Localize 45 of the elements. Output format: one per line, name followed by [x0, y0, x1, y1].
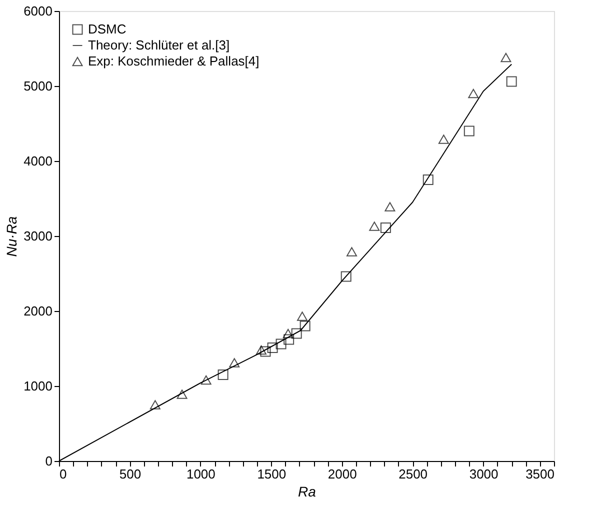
y-tick-label: 1000	[24, 378, 52, 394]
point	[297, 312, 308, 321]
point	[267, 342, 278, 353]
point	[218, 370, 228, 380]
point	[468, 88, 479, 98]
x-tick-label: 2500	[398, 466, 428, 482]
point	[369, 222, 380, 231]
legend-label: Theory: Schlüter et al.[3]	[88, 38, 230, 52]
legend-label: Exp: Koschmieder & Pallas[4]	[88, 54, 260, 68]
y-tick-label: 4000	[24, 154, 52, 168]
y-tick-label: 2000	[24, 304, 52, 318]
point	[256, 345, 266, 355]
point	[150, 400, 160, 410]
point	[506, 76, 517, 87]
x-tick-label: 1000	[186, 466, 216, 482]
point	[276, 338, 286, 350]
x-tick-label: 500	[119, 466, 142, 482]
point	[340, 271, 352, 282]
y-tick-label: 5000	[24, 78, 52, 94]
y-tick-label: 0	[45, 454, 52, 468]
point	[464, 126, 474, 136]
point	[384, 202, 396, 212]
point	[500, 52, 512, 62]
point	[284, 334, 294, 345]
x-tick-label: 2000	[328, 466, 357, 482]
x-tick-label: 0	[60, 466, 67, 482]
point	[438, 134, 449, 144]
y-axis-title: Nu·Ra	[4, 216, 20, 257]
x-tick-label: 3500	[526, 466, 554, 482]
point	[422, 174, 434, 185]
legend-label: DSMC	[88, 22, 126, 36]
point	[300, 320, 310, 332]
point	[346, 247, 357, 256]
y-tick-label: 3000	[24, 228, 52, 244]
x-axis-title: Ra	[298, 484, 316, 500]
point	[291, 328, 302, 339]
point	[176, 390, 188, 399]
point	[380, 222, 391, 233]
y-tick-label: 6000	[24, 4, 52, 18]
x-tick-label: 1500	[257, 466, 286, 482]
x-tick-label: 3000	[469, 466, 498, 482]
point	[282, 328, 294, 338]
point	[260, 346, 271, 357]
point	[229, 358, 240, 368]
point	[200, 375, 212, 385]
